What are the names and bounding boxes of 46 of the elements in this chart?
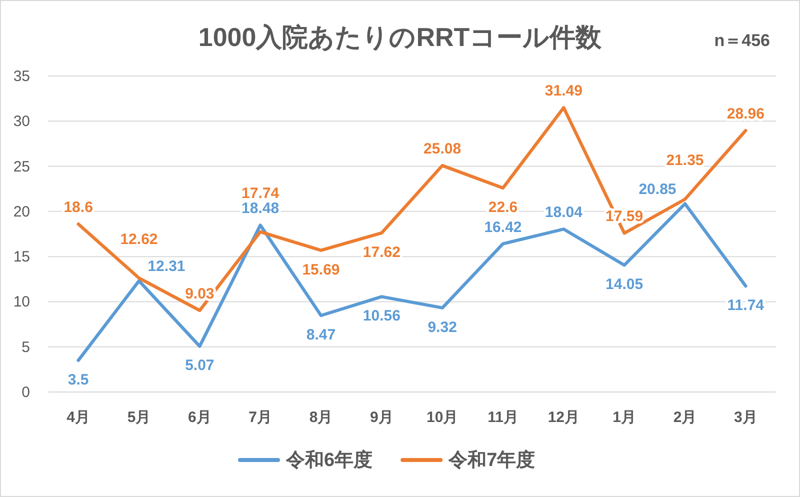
ytick: 10 (13, 294, 30, 311)
legend: 令和7年度 (448, 450, 536, 471)
title: 1000入院あたりのRRTコール件数 (198, 22, 602, 52)
ytick: 20 (13, 203, 30, 220)
ytick: 30 (13, 113, 30, 130)
xtick: 10月 (426, 409, 458, 426)
xtick: 1月 (612, 409, 636, 426)
label: 11.74 (727, 297, 764, 314)
label: 28.96 (726, 106, 764, 123)
label: 9.32 (428, 318, 457, 336)
label: 17.62 (362, 244, 400, 261)
label: 12.31 (148, 258, 186, 275)
label: 5.07 (185, 357, 214, 374)
ytick: 35 (13, 68, 30, 85)
label: 18.48 (242, 200, 280, 218)
label: 12.62 (120, 231, 158, 248)
ytick: 5 (22, 338, 30, 356)
xtick: 2月 (673, 409, 697, 426)
label: 16.42 (484, 218, 522, 236)
annotation: n＝456 (714, 31, 770, 50)
label: 3.5 (68, 371, 89, 388)
label: 18.6 (64, 199, 93, 216)
label: 22.6 (488, 198, 518, 216)
xtick: 11月 (488, 409, 518, 426)
ytick: 25 (13, 158, 30, 176)
label: 20.85 (638, 180, 676, 198)
label: 14.05 (606, 276, 644, 294)
label: 18.04 (544, 204, 582, 222)
ytick: 0 (22, 384, 30, 401)
xtick: 5月 (127, 409, 151, 426)
label: 25.08 (424, 140, 462, 158)
label: 21.35 (666, 152, 704, 170)
xtick: 9月 (370, 409, 394, 426)
ytick: 15 (13, 248, 30, 266)
xtick: 8月 (309, 409, 333, 426)
label: 17.74 (242, 184, 280, 202)
xtick: 12月 (548, 409, 580, 426)
label: 15.69 (302, 261, 340, 278)
label: 31.49 (544, 82, 582, 100)
xtick: 6月 (188, 409, 212, 426)
label: 10.56 (362, 308, 400, 325)
xtick: 7月 (248, 409, 272, 426)
label: 8.47 (306, 326, 336, 344)
xtick: 3月 (734, 409, 758, 426)
legend: 令和6年度 (286, 450, 373, 471)
xtick: 4月 (66, 409, 90, 426)
